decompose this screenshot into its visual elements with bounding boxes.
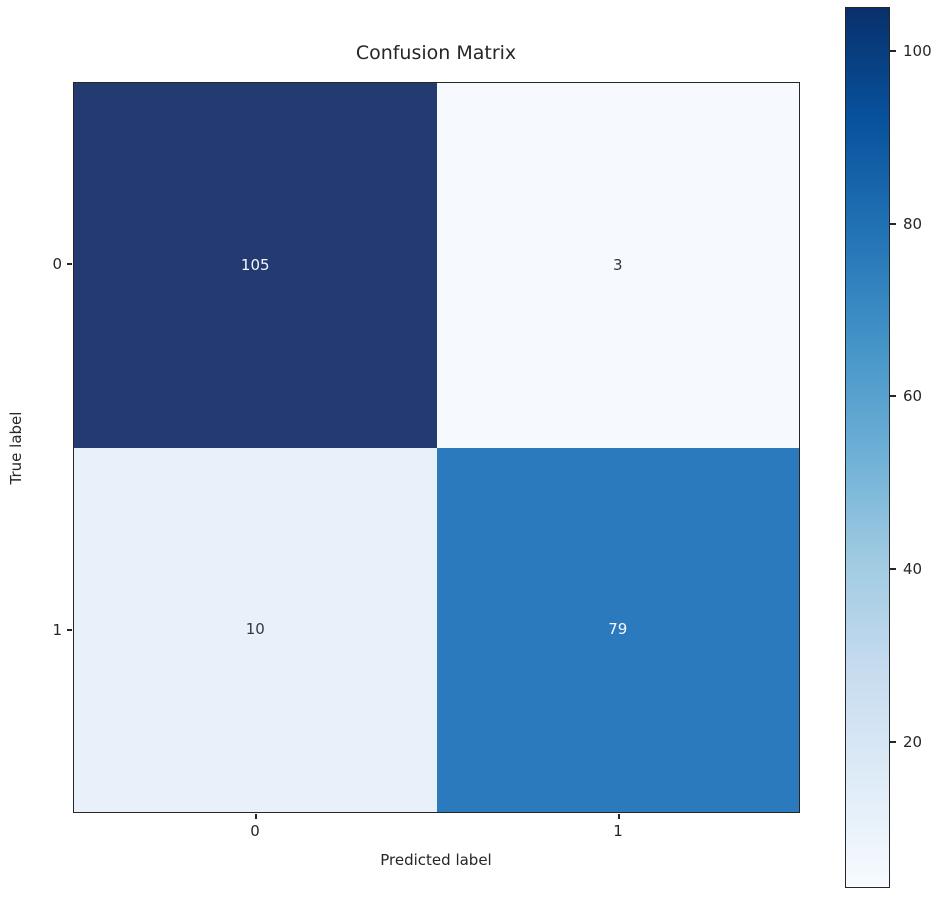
heatmap-plot-area: 105 3 10 79 xyxy=(73,82,800,813)
cell-value: 10 xyxy=(245,620,265,639)
colorbar-tick-mark-60 xyxy=(890,395,896,397)
chart-title: Confusion Matrix xyxy=(355,42,517,64)
matrix-cell-true1-pred0: 10 xyxy=(74,447,437,812)
x-tick-mark-1 xyxy=(618,814,620,819)
colorbar-tick-mark-100 xyxy=(890,50,896,52)
cell-value: 79 xyxy=(608,620,628,639)
colorbar xyxy=(845,7,890,888)
colorbar-tick-label-40: 40 xyxy=(903,560,923,578)
colorbar-tick-label-60: 60 xyxy=(903,387,923,405)
y-tick-label-0: 0 xyxy=(52,255,62,273)
colorbar-tick-mark-20 xyxy=(890,741,896,743)
x-tick-mark-0 xyxy=(255,814,257,819)
matrix-cell-true0-pred0: 105 xyxy=(74,83,437,448)
matrix-cell-true0-pred1: 3 xyxy=(436,83,799,448)
y-tick-label-1: 1 xyxy=(52,621,62,639)
cell-value: 105 xyxy=(240,255,270,274)
colorbar-tick-mark-80 xyxy=(890,223,896,225)
y-axis-label: True label xyxy=(7,411,25,485)
x-axis-label: Predicted label xyxy=(380,851,492,869)
colorbar-tick-label-80: 80 xyxy=(903,215,923,233)
x-tick-label-1: 1 xyxy=(613,822,623,840)
y-tick-mark-1 xyxy=(67,629,72,631)
cell-value: 3 xyxy=(612,255,623,274)
colorbar-tick-mark-40 xyxy=(890,568,896,570)
y-tick-mark-0 xyxy=(67,263,72,265)
colorbar-tick-label-20: 20 xyxy=(903,733,923,751)
colorbar-tick-label-100: 100 xyxy=(903,42,932,60)
x-tick-label-0: 0 xyxy=(250,822,260,840)
matrix-cell-true1-pred1: 79 xyxy=(436,447,799,812)
